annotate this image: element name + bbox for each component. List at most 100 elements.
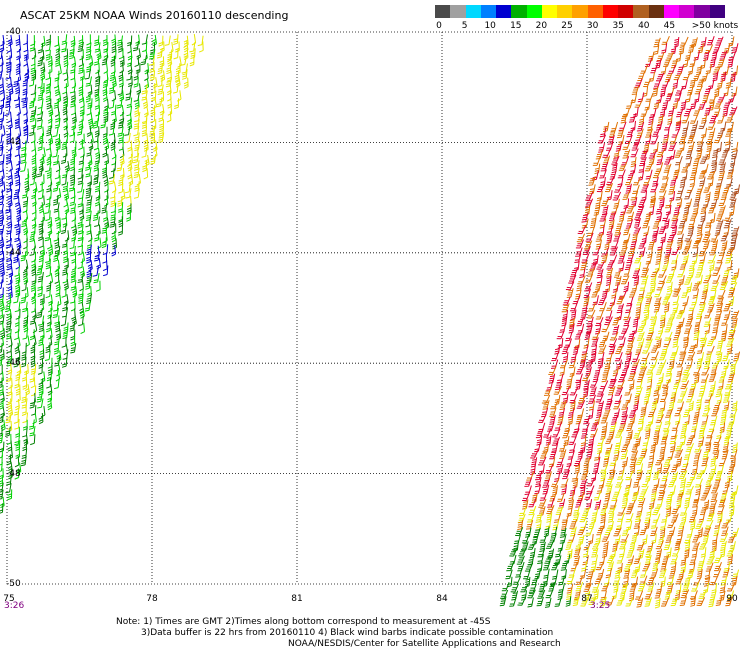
wind-barb — [652, 226, 660, 237]
wind-barb — [706, 555, 715, 565]
wind-barb — [38, 229, 43, 242]
wind-barb — [689, 211, 699, 221]
wind-barb — [616, 554, 625, 564]
wind-barb — [670, 387, 678, 398]
wind-barb — [55, 321, 60, 333]
wind-barb — [31, 161, 37, 174]
wind-barb — [719, 422, 726, 434]
wind-barb — [6, 356, 13, 367]
wind-barb — [86, 244, 92, 256]
wind-barb — [562, 429, 571, 439]
wind-barb — [713, 478, 721, 488]
wind-barb — [559, 527, 567, 538]
wind-barb — [708, 505, 716, 516]
wind-barb — [645, 211, 652, 222]
wind-barb — [53, 378, 60, 390]
wind-barb — [71, 112, 77, 124]
wind-barb — [620, 113, 628, 124]
wind-barb — [701, 113, 708, 124]
wind-barb — [102, 90, 108, 103]
wind-barb — [668, 478, 677, 488]
wind-barb — [602, 408, 611, 418]
wind-barb — [529, 547, 536, 559]
wind-barb — [660, 434, 668, 445]
wind-barb — [723, 359, 730, 370]
wind-barb — [724, 211, 733, 221]
wind-barb — [629, 582, 638, 592]
wind-barb — [69, 321, 76, 332]
wind-barb — [535, 428, 544, 439]
wind-barb — [110, 210, 116, 221]
wind-barb — [38, 412, 44, 425]
wind-barb — [692, 498, 700, 508]
wind-barb — [579, 485, 586, 496]
wind-barb — [650, 191, 656, 203]
wind-barb — [692, 533, 701, 543]
wind-barb — [103, 195, 109, 207]
wind-barb — [601, 372, 609, 383]
wind-barb — [619, 246, 628, 256]
wind-barb — [87, 175, 92, 187]
wind-barb — [650, 63, 658, 74]
wind-barb — [730, 457, 736, 469]
wind-barb — [142, 161, 147, 173]
wind-barb — [605, 484, 613, 494]
wind-barb — [119, 90, 125, 102]
wind-barb — [657, 114, 664, 126]
wind-barb — [705, 64, 712, 75]
wind-barb — [22, 301, 28, 313]
wind-barb — [45, 41, 52, 52]
wind-barb — [580, 428, 588, 439]
wind-barb — [544, 471, 552, 481]
wind-barb — [94, 216, 100, 227]
wind-barb — [69, 195, 76, 206]
wind-barb — [535, 477, 542, 488]
wind-barb — [700, 505, 708, 515]
wind-barb — [22, 97, 28, 109]
wind-barb — [52, 181, 59, 192]
wind-barb — [93, 251, 101, 262]
wind-barb — [678, 569, 685, 580]
wind-barb — [652, 86, 659, 97]
wind-barb — [37, 42, 44, 54]
wind-barb — [658, 568, 667, 578]
wind-barb — [706, 345, 715, 355]
scale-label: 25 — [561, 21, 573, 31]
wind-barb — [675, 583, 682, 594]
wind-barb — [729, 491, 736, 502]
wind-barb — [62, 97, 69, 109]
wind-barb — [22, 223, 29, 236]
wind-barb — [68, 181, 76, 192]
wind-barb — [730, 71, 736, 83]
wind-barb — [658, 359, 667, 369]
wind-barb — [167, 49, 173, 61]
wind-barb — [54, 315, 60, 327]
wind-barb — [64, 258, 69, 270]
wind-barb — [703, 274, 712, 284]
wind-barb — [723, 310, 731, 321]
wind-barb — [14, 455, 20, 468]
wind-barb — [663, 337, 672, 348]
wind-barb — [627, 211, 635, 222]
wind-barb — [626, 296, 634, 307]
wind-barb — [0, 364, 3, 375]
wind-barb — [534, 569, 541, 580]
wind-barb — [109, 168, 115, 179]
wind-barb — [664, 414, 672, 425]
wind-barb — [14, 231, 20, 243]
wind-barb — [606, 224, 613, 236]
wind-barb — [592, 156, 601, 166]
wind-barb — [62, 328, 69, 340]
wind-barb — [626, 127, 635, 138]
wind-barb — [652, 176, 659, 187]
wind-barb — [704, 191, 711, 203]
wind-barb — [29, 245, 36, 256]
wind-barb — [102, 146, 108, 158]
wind-barb — [62, 181, 69, 193]
wind-barb — [650, 442, 657, 454]
wind-barb — [521, 541, 529, 551]
wind-barb — [652, 169, 662, 179]
wind-barb — [621, 400, 630, 410]
wind-barb — [136, 83, 142, 95]
wind-barb — [687, 133, 695, 144]
